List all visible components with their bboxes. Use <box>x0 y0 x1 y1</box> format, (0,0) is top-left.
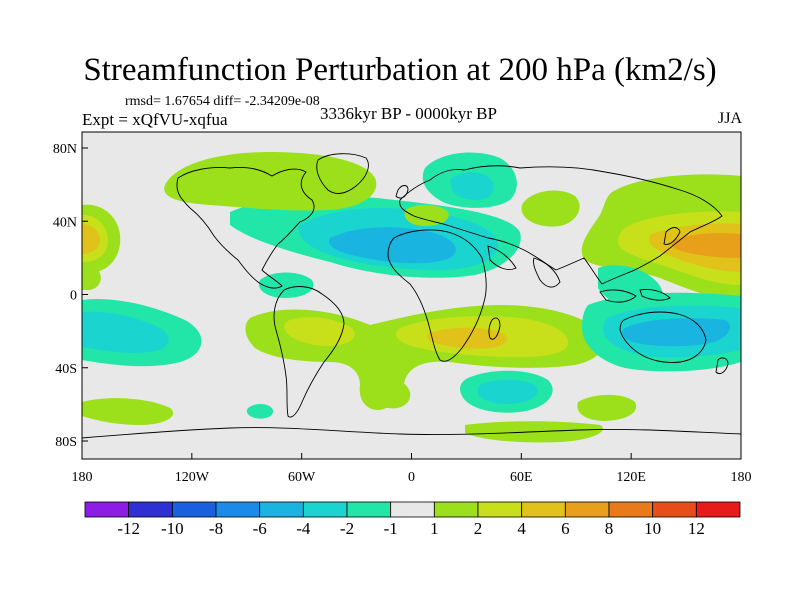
coastlines <box>82 153 741 439</box>
period-label: 3336kyr BP - 0000kyr BP <box>320 104 497 123</box>
y-tick-label: 40N <box>53 215 77 230</box>
colorbar-label: -4 <box>296 519 311 538</box>
coastline-antarctica <box>82 427 741 439</box>
contour-region <box>258 272 314 298</box>
colorbar-label: 4 <box>517 519 526 538</box>
contour-region <box>82 311 169 353</box>
coastline-north-america <box>176 167 315 289</box>
contour-region <box>450 172 494 201</box>
colorbar-swatch <box>171 501 217 518</box>
colorbar-label: -12 <box>117 519 140 538</box>
colorbar-swatch <box>346 501 392 518</box>
coastline-uk <box>395 185 409 199</box>
x-axis: 180 120W 60W 0 60E 120E 180 <box>72 453 752 485</box>
coastline-africa <box>387 229 487 362</box>
colorbar-swatch <box>215 501 261 518</box>
colorbar-swatch <box>695 501 741 518</box>
coastline-eurasia <box>399 165 723 285</box>
contour-region <box>164 152 377 211</box>
colorbar-swatch <box>608 501 654 518</box>
colorbar-swatch <box>477 501 523 518</box>
y-tick-label: 80N <box>53 142 77 157</box>
contour-region <box>246 404 274 419</box>
y-axis: 80N 40N 0 40S 80S <box>53 142 88 450</box>
x-tick-label: 60E <box>510 470 533 485</box>
colorbar-label: -2 <box>340 519 354 538</box>
coastline-south-america <box>273 286 345 418</box>
x-tick-label: 180 <box>72 470 93 485</box>
colorbar-label: 12 <box>688 519 705 538</box>
contour-region <box>284 317 355 347</box>
colorbar: -12 -10 -8 -6 -4 -2 -1 1 2 4 6 8 10 12 <box>84 501 741 538</box>
y-tick-label: 0 <box>70 289 77 304</box>
colorbar-label: 2 <box>474 519 483 538</box>
coastline-australia <box>619 311 707 363</box>
contour-region <box>577 394 637 421</box>
colorbar-swatch <box>564 501 610 518</box>
map-title: Streamfunction Perturbation at 200 hPa (… <box>83 52 717 88</box>
colorbar-swatch <box>652 501 697 518</box>
colorbar-swatch <box>259 501 304 518</box>
contour-region <box>404 204 449 226</box>
colorbar-swatch <box>521 501 566 518</box>
contour-region <box>426 327 507 349</box>
coastline-new-zealand <box>715 357 729 375</box>
coastline-japan <box>663 227 681 245</box>
coastline-madagascar <box>488 317 501 340</box>
coastline-arabia-india <box>487 245 561 288</box>
colorbar-swatch <box>84 501 130 518</box>
field-shading <box>82 132 741 459</box>
x-tick-label: 180 <box>731 470 752 485</box>
stats-label: rmsd= 1.67654 diff= -2.34209e-08 <box>125 94 320 109</box>
season-label: JJA <box>717 110 742 127</box>
contour-region <box>477 379 538 405</box>
colorbar-swatch <box>128 501 173 518</box>
x-tick-label: 120W <box>175 470 210 485</box>
y-tick-label: 80S <box>55 435 77 450</box>
colorbar-label: -10 <box>161 519 184 538</box>
contour-region <box>82 270 101 290</box>
contour-region <box>82 224 100 254</box>
contour-region <box>329 227 456 264</box>
y-tick-label: 40S <box>55 362 77 377</box>
colorbar-label: 10 <box>644 519 661 538</box>
experiment-label: Expt = xQfVU-xqfua <box>82 110 228 129</box>
colorbar-label: -8 <box>209 519 223 538</box>
contour-region <box>621 318 730 347</box>
x-tick-label: 0 <box>408 470 415 485</box>
x-tick-label: 60W <box>288 470 316 485</box>
contour-region <box>369 376 411 409</box>
contour-region <box>521 190 580 227</box>
colorbar-label: -1 <box>384 519 398 538</box>
x-tick-label: 120E <box>616 470 646 485</box>
colorbar-swatch <box>302 501 348 518</box>
contour-region <box>82 398 174 425</box>
coastline-greenland <box>316 153 369 194</box>
colorbar-label: 1 <box>430 519 439 538</box>
colorbar-label: 8 <box>605 519 614 538</box>
contour-region <box>671 233 741 258</box>
colorbar-label: -6 <box>253 519 267 538</box>
colorbar-label: 6 <box>561 519 570 538</box>
colorbar-swatch <box>390 501 435 518</box>
coastline-se-asia-islands <box>599 289 671 303</box>
colorbar-swatch <box>433 501 479 518</box>
